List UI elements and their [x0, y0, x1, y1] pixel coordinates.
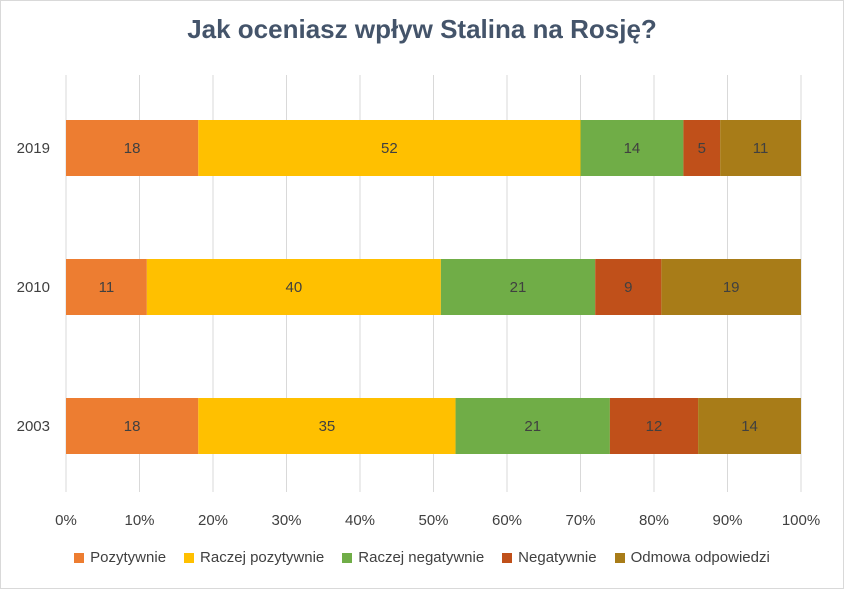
legend-swatch — [502, 552, 513, 563]
x-tick-label: 20% — [198, 512, 228, 529]
x-tick-label: 0% — [55, 512, 77, 529]
bar-segment — [66, 120, 199, 176]
data-label: 14 — [741, 418, 758, 435]
data-label: 12 — [646, 418, 663, 435]
legend-swatch — [342, 552, 353, 563]
bar-segment — [146, 259, 441, 315]
legend-label: Raczej pozytywnie — [200, 549, 325, 566]
bar-segment — [198, 120, 581, 176]
data-label: 21 — [510, 279, 527, 296]
bar-segment — [661, 259, 801, 315]
bar-segment — [440, 259, 596, 315]
data-label: 52 — [381, 140, 398, 157]
data-label: 11 — [753, 140, 769, 157]
data-label: 35 — [319, 418, 336, 435]
bar-segment — [455, 398, 610, 454]
x-tick-label: 90% — [712, 512, 742, 529]
y-category-label: 2003 — [17, 418, 50, 435]
data-label: 21 — [524, 418, 541, 435]
data-label: 14 — [624, 140, 641, 157]
x-tick-label: 10% — [124, 512, 154, 529]
legend-item: Raczej pozytywnie — [184, 549, 324, 566]
legend-item: Odmowa odpowiedzi — [614, 549, 770, 566]
x-tick-label: 70% — [565, 512, 595, 529]
x-tick-label: 50% — [418, 512, 448, 529]
legend-label: Negatywnie — [518, 549, 597, 566]
legend-swatch — [614, 552, 625, 563]
data-label: 40 — [286, 279, 303, 296]
bar-segment — [66, 398, 199, 454]
data-label: 5 — [698, 140, 706, 157]
x-tick-label: 80% — [639, 512, 669, 529]
bar-segment — [698, 398, 801, 454]
bar-segment — [720, 120, 801, 176]
chart-title: Jak oceniasz wpływ Stalina na Rosję? — [187, 14, 657, 44]
legend-item: Raczej negatywnie — [342, 549, 484, 566]
legend-label: Raczej negatywnie — [358, 549, 485, 566]
data-label: 11 — [99, 279, 115, 296]
bar-segment — [683, 120, 721, 176]
data-label: 19 — [723, 279, 740, 296]
legend-label: Odmowa odpowiedzi — [630, 549, 770, 566]
bar-segment — [595, 259, 662, 315]
x-tick-label: 40% — [345, 512, 375, 529]
data-label: 18 — [124, 140, 141, 157]
data-label: 18 — [124, 418, 141, 435]
legend-swatch — [184, 552, 195, 563]
y-category-label: 2010 — [17, 279, 50, 296]
data-label: 9 — [624, 279, 632, 296]
bar-segment — [609, 398, 699, 454]
x-tick-label: 30% — [271, 512, 301, 529]
legend-label: Pozytywnie — [90, 549, 167, 566]
legend-item: Pozytywnie — [74, 549, 166, 566]
bar-segment — [198, 398, 456, 454]
legend: Pozytywnie Raczej pozytywnie Raczej negaty… — [0, 549, 844, 566]
bar-segment — [66, 259, 147, 315]
x-tick-label: 60% — [492, 512, 522, 529]
x-tick-label: 100% — [782, 512, 820, 529]
legend-item: Negatywnie — [502, 549, 597, 566]
bar-segment — [580, 120, 684, 176]
y-category-label: 2019 — [17, 140, 50, 157]
legend-swatch — [74, 552, 85, 563]
